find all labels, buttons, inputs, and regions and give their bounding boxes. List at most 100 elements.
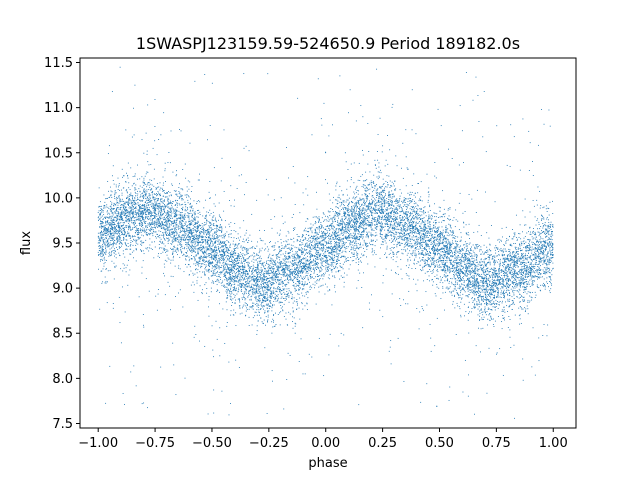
scatter-point xyxy=(162,182,164,184)
scatter-point xyxy=(338,345,340,347)
scatter-point xyxy=(376,151,378,152)
scatter-point xyxy=(549,261,551,263)
scatter-point xyxy=(488,261,490,263)
scatter-point xyxy=(343,232,345,234)
scatter-point xyxy=(334,248,336,250)
scatter-point xyxy=(287,295,289,297)
scatter-point xyxy=(256,277,258,279)
scatter-point xyxy=(443,258,445,260)
scatter-point xyxy=(300,260,302,262)
scatter-point xyxy=(161,205,163,207)
scatter-point xyxy=(451,256,453,258)
scatter-point xyxy=(270,219,272,220)
scatter-point xyxy=(102,211,104,213)
scatter-point xyxy=(516,262,518,264)
scatter-point xyxy=(310,271,312,273)
scatter-point xyxy=(397,241,399,243)
scatter-point xyxy=(276,273,278,275)
scatter-point xyxy=(238,255,239,257)
scatter-point xyxy=(499,276,500,278)
scatter-point xyxy=(346,199,348,201)
scatter-point xyxy=(173,235,175,237)
scatter-point xyxy=(179,236,181,238)
scatter-point xyxy=(464,255,466,257)
scatter-point xyxy=(323,219,325,221)
scatter-point xyxy=(349,264,351,266)
scatter-point xyxy=(201,289,203,291)
scatter-point xyxy=(105,228,107,229)
scatter-point xyxy=(100,232,102,234)
scatter-point xyxy=(237,264,238,266)
scatter-point xyxy=(197,235,199,237)
scatter-point xyxy=(318,219,320,221)
scatter-point xyxy=(371,294,372,296)
scatter-point xyxy=(392,194,394,196)
scatter-point xyxy=(142,211,144,213)
scatter-point xyxy=(373,250,375,252)
scatter-point xyxy=(498,263,500,265)
scatter-point xyxy=(181,227,183,228)
scatter-point xyxy=(367,221,369,223)
scatter-point xyxy=(192,249,194,251)
scatter-point xyxy=(224,258,225,260)
scatter-point xyxy=(251,291,253,293)
scatter-point xyxy=(491,272,493,273)
scatter-point xyxy=(277,288,279,290)
scatter-point xyxy=(431,248,433,250)
scatter-point xyxy=(403,231,405,233)
scatter-point xyxy=(552,254,554,255)
scatter-point xyxy=(288,247,290,249)
scatter-point xyxy=(369,200,370,202)
scatter-point xyxy=(366,256,367,258)
scatter-point xyxy=(430,238,432,240)
scatter-point xyxy=(487,262,488,264)
scatter-point xyxy=(470,256,472,257)
scatter-point xyxy=(303,230,305,232)
scatter-point xyxy=(384,214,386,216)
scatter-point xyxy=(369,206,371,208)
scatter-point xyxy=(277,314,279,315)
scatter-point xyxy=(115,209,117,211)
scatter-point xyxy=(207,413,209,415)
scatter-point xyxy=(465,256,467,258)
scatter-point xyxy=(430,265,432,267)
scatter-point xyxy=(247,280,249,282)
scatter-point xyxy=(208,306,209,308)
scatter-point xyxy=(539,239,541,241)
scatter-point xyxy=(148,189,150,191)
scatter-point xyxy=(382,190,384,192)
scatter-point xyxy=(215,237,217,239)
scatter-point xyxy=(117,197,118,199)
scatter-point xyxy=(137,231,139,233)
scatter-point xyxy=(433,240,434,242)
scatter-point xyxy=(151,199,153,201)
scatter-point xyxy=(121,168,123,170)
scatter-point xyxy=(407,241,409,243)
scatter-point xyxy=(121,213,123,215)
scatter-point xyxy=(398,232,400,234)
scatter-point xyxy=(192,220,194,222)
scatter-point xyxy=(466,248,467,250)
scatter-point xyxy=(416,210,418,212)
scatter-point xyxy=(540,276,542,278)
scatter-point xyxy=(161,187,163,189)
scatter-point xyxy=(541,230,542,232)
scatter-point xyxy=(439,276,441,278)
scatter-point xyxy=(305,267,307,269)
scatter-point xyxy=(474,280,476,282)
scatter-point xyxy=(359,219,361,221)
scatter-point xyxy=(488,262,489,264)
scatter-point xyxy=(336,247,338,249)
scatter-point xyxy=(405,217,407,219)
scatter-point xyxy=(463,272,464,274)
scatter-point xyxy=(382,145,384,147)
scatter-point xyxy=(334,240,336,242)
scatter-point xyxy=(136,195,138,197)
scatter-point xyxy=(551,239,553,241)
scatter-point xyxy=(420,236,422,237)
scatter-point xyxy=(390,249,392,251)
scatter-point xyxy=(262,278,264,280)
scatter-point xyxy=(259,237,261,239)
scatter-point xyxy=(374,198,376,200)
scatter-point xyxy=(315,227,317,229)
